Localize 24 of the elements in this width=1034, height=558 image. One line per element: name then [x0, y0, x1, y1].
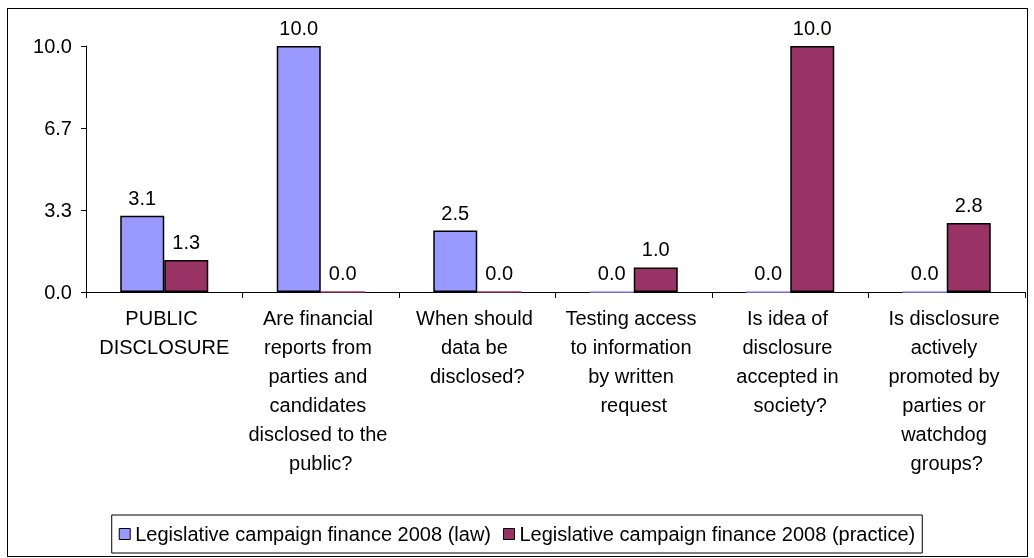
y-tick-label: 6.7: [44, 116, 72, 139]
x-tick-label: Is idea of disclosure accepted in society?: [736, 306, 845, 416]
data-label: 1.3: [172, 231, 201, 254]
x-tick-label: When should data be disclosed?: [416, 306, 539, 387]
data-label: 0.0: [597, 262, 626, 285]
legend-label: Legislative campaign finance 2008 (law): [135, 523, 491, 545]
y-tick-label: 3.3: [44, 199, 72, 222]
data-label: 0.0: [910, 262, 939, 285]
data-label: 0.0: [485, 262, 514, 285]
x-tick-label: Testing access to information by written request: [565, 306, 703, 416]
data-label: 3.1: [128, 186, 157, 209]
x-tick-label: PUBLIC DISCLOSURE: [99, 306, 230, 358]
data-label: 10.0: [279, 17, 319, 39]
data-label: 0.0: [328, 262, 357, 285]
x-tick-label: Are financial reports from parties and candidates disclosed to the public?: [248, 306, 394, 474]
y-tick-label: 10.0: [33, 35, 72, 57]
legend-label: Legislative campaign finance 2008 (practice): [519, 523, 916, 545]
data-label: 1.0: [641, 238, 670, 261]
data-label: 2.5: [441, 201, 470, 224]
data-label: 10.0: [792, 17, 832, 39]
y-tick-label: 0.0: [44, 281, 72, 303]
data-label: 2.8: [954, 194, 983, 217]
data-label: 0.0: [754, 262, 783, 285]
x-tick-label: Is disclosure actively promoted by parties or watchdog groups?: [888, 306, 1006, 474]
